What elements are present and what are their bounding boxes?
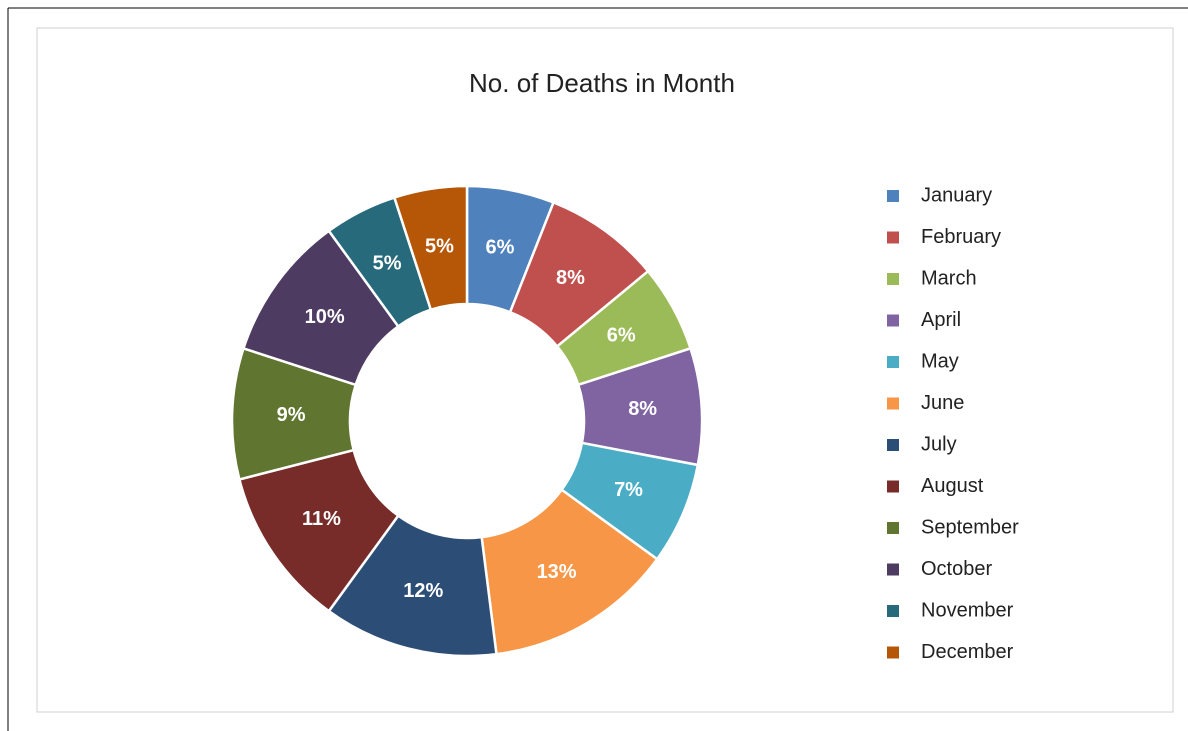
legend-label: August: [921, 475, 984, 497]
legend-swatch: [887, 522, 899, 534]
legend-swatch: [887, 314, 899, 327]
legend-label: October: [921, 558, 992, 580]
legend-label: June: [921, 392, 964, 414]
data-label: 6%: [607, 324, 636, 346]
data-label: 11%: [302, 508, 341, 530]
data-label: 13%: [537, 561, 577, 583]
data-label: 9%: [277, 404, 306, 426]
legend-label: May: [921, 350, 959, 372]
legend-swatch: [887, 397, 899, 410]
data-label: 7%: [614, 479, 643, 501]
data-label: 8%: [628, 398, 657, 420]
legend-swatch: [887, 273, 899, 285]
slice: [480, 488, 659, 656]
legend-label: July: [921, 433, 957, 455]
data-label: 8%: [556, 267, 585, 289]
legend-label: February: [921, 226, 1001, 248]
slice: [392, 184, 469, 312]
legend-swatch: [887, 480, 899, 493]
data-label: 10%: [305, 306, 345, 328]
legend-swatch: [887, 190, 899, 202]
legend-swatch: [887, 605, 899, 617]
data-label: 5%: [425, 235, 454, 257]
legend-label: April: [921, 309, 961, 331]
legend-label: March: [921, 267, 977, 289]
legend-swatch: [887, 439, 899, 451]
legend-label: September: [921, 516, 1019, 538]
data-label: 6%: [486, 236, 515, 258]
legend-swatch: [887, 231, 899, 244]
chart-title: No. of Deaths in Month: [469, 68, 735, 98]
legend-label: December: [921, 641, 1014, 663]
legend-label: November: [921, 599, 1014, 621]
data-label: 12%: [403, 580, 443, 602]
data-label: 5%: [373, 252, 402, 274]
legend-swatch: [887, 563, 899, 576]
legend-swatch: [887, 356, 899, 368]
legend-swatch: [887, 646, 899, 659]
legend-label: January: [921, 184, 992, 206]
